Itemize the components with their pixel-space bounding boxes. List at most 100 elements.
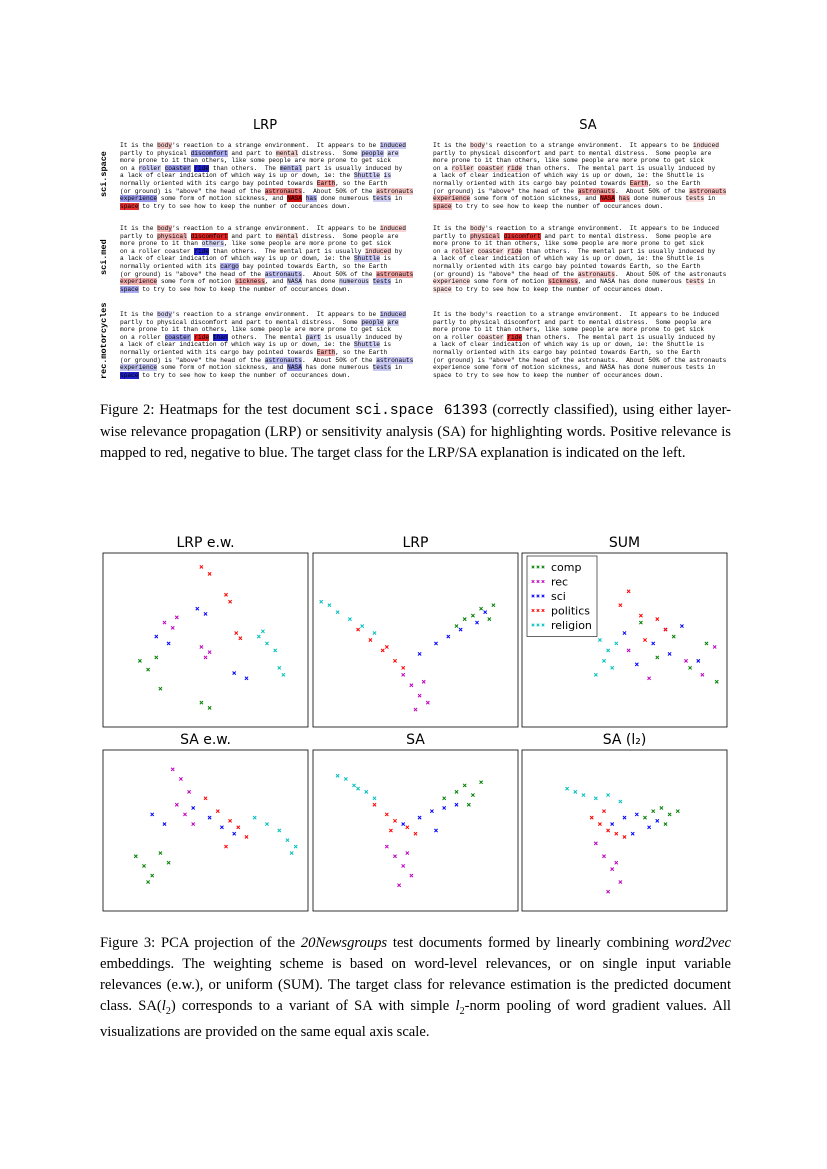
caption-text: Figure 3: PCA projection of the <box>100 935 301 951</box>
text-line: space to try to see how to keep the numb… <box>433 371 664 379</box>
scatter-point <box>252 815 257 820</box>
scatter-point <box>405 825 410 830</box>
scatter-point <box>277 665 282 670</box>
legend-marker <box>541 579 545 584</box>
scatter-point <box>133 854 138 859</box>
scatter-point <box>174 802 179 807</box>
highlighted-word: ride <box>194 164 210 172</box>
highlighted-word: roller <box>138 164 161 172</box>
text-line: a lack of clear indication of which way … <box>433 341 705 349</box>
scatter-point <box>166 860 171 865</box>
scatter-point <box>199 645 204 649</box>
scatter-point <box>195 606 200 611</box>
scatter-point <box>319 599 324 604</box>
legend-marker <box>536 579 540 584</box>
text-line: more prone to it than others, like some … <box>433 326 705 334</box>
scatter-point <box>170 625 175 630</box>
scatter-point <box>417 815 422 820</box>
scatter-point <box>289 851 294 855</box>
highlighted-word: experience <box>120 278 158 286</box>
legend-label: religion <box>551 619 592 632</box>
scatter-point <box>224 592 228 597</box>
scatter-point <box>606 828 611 833</box>
scatter-point <box>293 844 298 849</box>
text-line: normally oriented with its cargo bay poi… <box>120 262 388 270</box>
scatter-point <box>413 831 418 836</box>
scatter-point <box>401 822 406 827</box>
row-label: rec.motorcycles <box>99 302 109 379</box>
scatter-point <box>364 789 369 794</box>
scatter-point <box>704 641 709 646</box>
highlighted-word: space <box>433 202 452 210</box>
scatter-point <box>606 648 611 653</box>
panel-title: SUM <box>609 535 640 551</box>
scatter-point <box>643 815 647 820</box>
scatter-point <box>238 636 243 641</box>
scatter-point <box>700 672 705 677</box>
scatter-point <box>234 631 239 635</box>
scatter-point <box>434 828 438 833</box>
text-line: a lack of clear indication of which way … <box>120 255 392 263</box>
text-line: a lack of clear indication of which way … <box>120 341 392 349</box>
highlighted-word: are <box>387 318 399 326</box>
text-line: space to try to see how to keep the numb… <box>120 202 351 210</box>
scatter-point <box>372 796 377 801</box>
scatter-point <box>466 802 471 807</box>
scatter-point <box>425 700 430 705</box>
column-title: SA <box>579 118 597 133</box>
text-line: It is the body's reaction to a strange e… <box>120 142 406 149</box>
scatter-point <box>634 662 639 667</box>
scatter-point <box>638 613 643 618</box>
scatter-point <box>215 809 220 814</box>
legend-marker <box>536 608 540 613</box>
highlighted-word: coaster <box>477 164 504 172</box>
scatter-point <box>405 851 410 855</box>
scatter-point <box>327 603 332 608</box>
caption-text: test documents formed by linearly combin… <box>387 935 675 951</box>
heatmap-text: It is the body's reaction to a strange e… <box>433 311 726 379</box>
scatter-point <box>618 603 623 608</box>
scatter-point <box>347 617 352 622</box>
scatter-point <box>429 809 434 814</box>
highlighted-word: discomfort <box>503 232 541 240</box>
scatter-point <box>207 571 212 576</box>
scatter-point <box>479 780 484 785</box>
scatter-point <box>610 665 615 670</box>
heatmap-text: It is the body's reaction to a strange e… <box>433 225 726 293</box>
highlighted-word: mental <box>279 164 302 172</box>
panel-title: LRP <box>403 535 429 551</box>
text-line: on a roller coaster ride than others. Th… <box>120 247 403 255</box>
scatter-point <box>380 648 385 653</box>
scatter-point <box>372 802 377 807</box>
highlighted-word: astronauts <box>376 356 414 364</box>
scatter-point <box>462 783 467 788</box>
scatter-point <box>622 815 627 820</box>
text-line: a lack of clear indication of which way … <box>120 172 392 180</box>
highlighted-word: space <box>120 371 139 379</box>
highlighted-word: induced <box>692 142 719 149</box>
highlighted-word: discomfort <box>190 149 228 157</box>
text-line: partly to physical discomfort and part t… <box>433 318 712 326</box>
scatter-point <box>442 796 447 801</box>
text-line: partly to physical discomfort and part t… <box>120 232 399 240</box>
scatter-point <box>199 700 204 705</box>
text-line: (or ground) is "above" the head of the a… <box>433 270 727 278</box>
caption-subscript: 2 <box>165 1005 171 1017</box>
highlighted-word: induced <box>379 311 406 318</box>
text-line: a lack of clear indication of which way … <box>433 172 705 180</box>
scatter-point <box>166 641 171 646</box>
scatter-point <box>434 641 438 646</box>
text-line: experience some form of motion sickness,… <box>433 364 716 372</box>
scatter-point <box>384 844 389 849</box>
scatter-point <box>368 638 373 642</box>
scatter-point <box>154 634 159 639</box>
highlighted-word: Earth <box>629 179 649 187</box>
highlighted-word: has <box>618 195 630 203</box>
highlighted-word: astronauts <box>577 270 615 278</box>
panel-title: LRP e.w. <box>176 535 234 551</box>
scatter-point <box>655 617 660 622</box>
highlighted-word: space <box>120 285 139 293</box>
scatter-point <box>260 629 265 634</box>
scatter-point <box>158 686 163 691</box>
highlighted-word: tests <box>372 195 392 203</box>
